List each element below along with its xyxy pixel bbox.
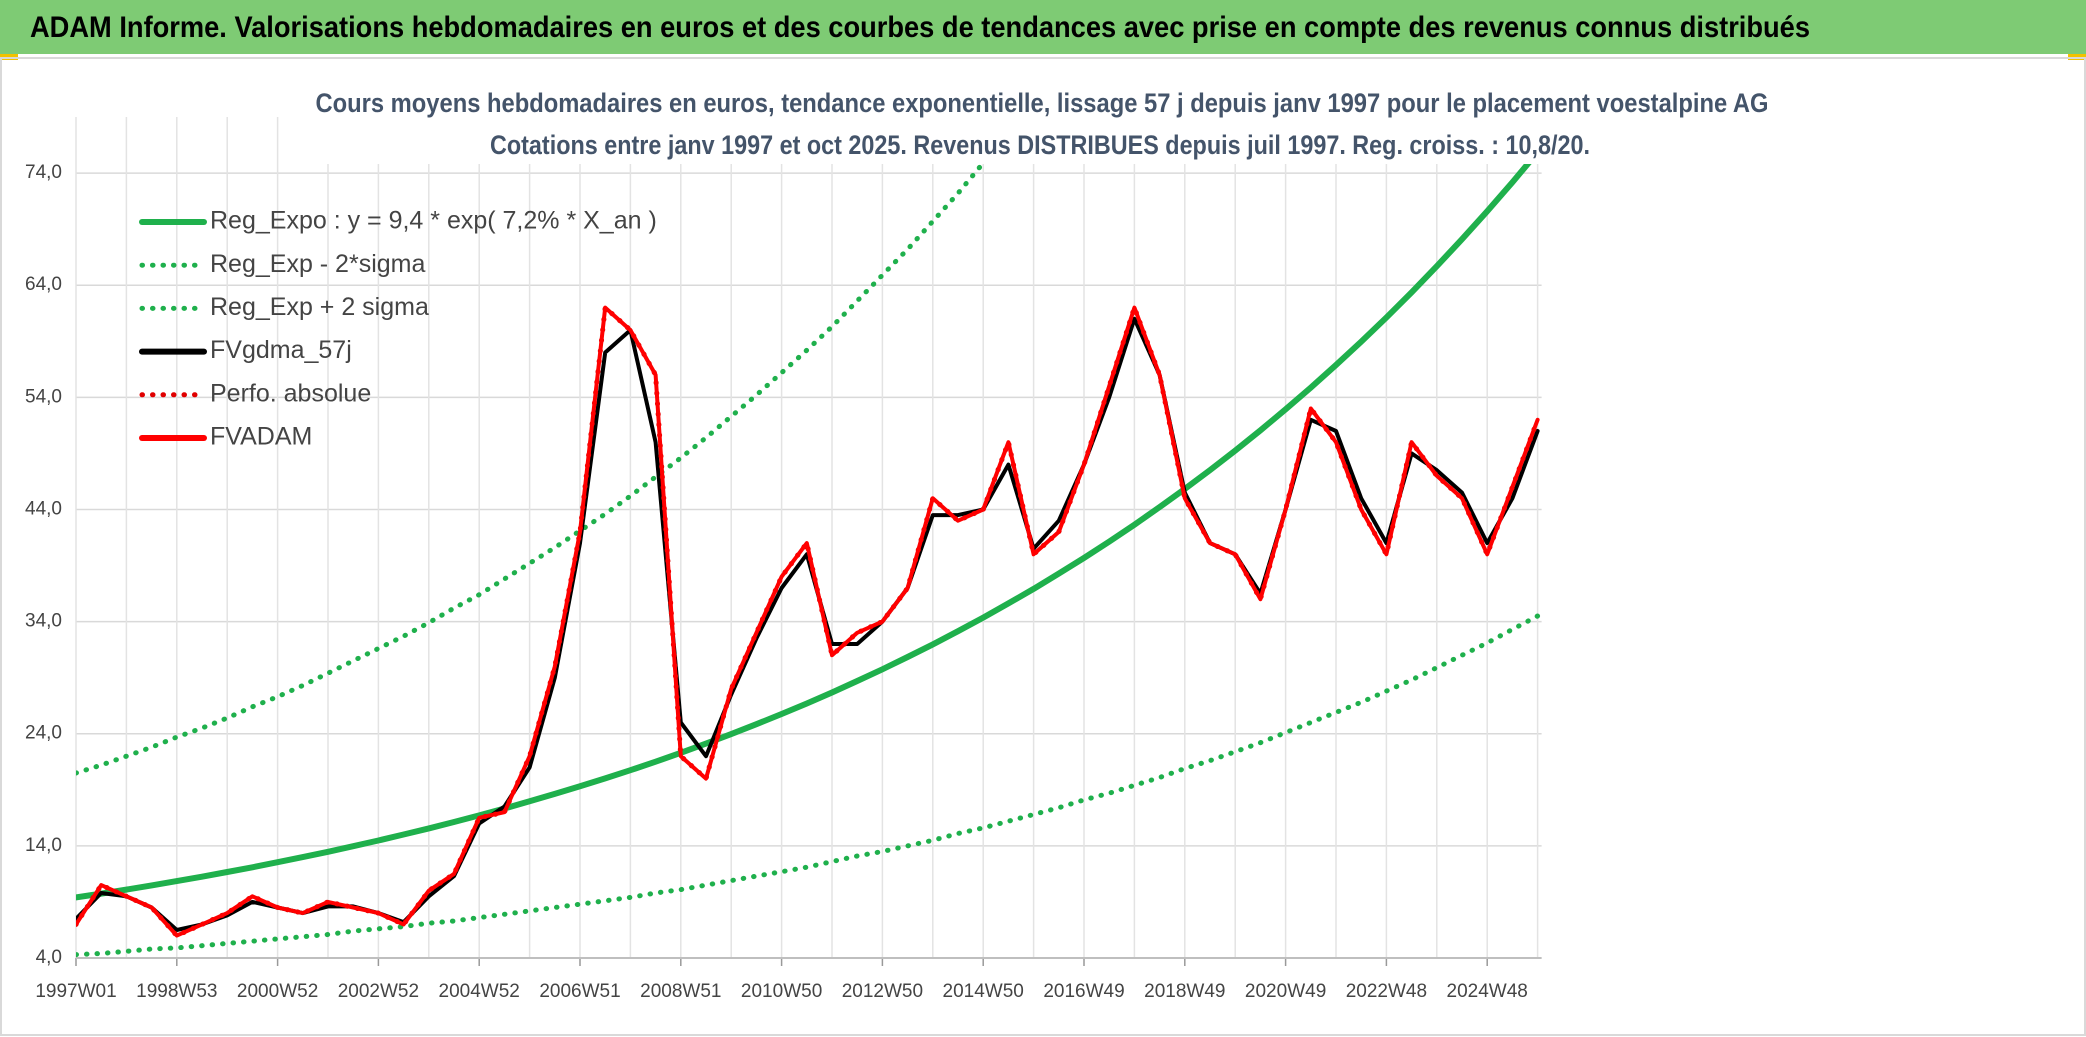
series-line (76, 149, 1541, 901)
x-tick-label: 2016W49 (1043, 981, 1124, 1002)
legend-label: Reg_Exp - 2*sigma (210, 250, 425, 278)
x-tick-label: 1998W53 (136, 981, 217, 1002)
x-tick-label: 2020W49 (1245, 981, 1326, 1002)
chart-subtitle: Cotations entre janv 1997 et oct 2025. R… (490, 130, 1590, 160)
legend-label: Reg_Expo : y = 9,4 * exp( 7,2% * X_an ) (210, 207, 657, 235)
x-tick-label: 2008W51 (640, 981, 721, 1002)
header-band (0, 0, 2086, 54)
y-tick-label: 54,0 (25, 386, 62, 407)
legend-label: FVgdma_57j (210, 336, 352, 364)
page-title: ADAM Informe. Valorisations hebdomadaire… (30, 11, 1810, 44)
y-tick-label: 4,0 (36, 947, 62, 968)
y-tick-label: 74,0 (25, 162, 62, 183)
chart-border (0, 57, 2086, 1036)
series-line (76, 305, 1540, 938)
legend-label: Perfo. absolue (210, 379, 371, 407)
y-tick-label: 24,0 (25, 723, 62, 744)
series-line (76, 117, 1024, 776)
x-tick-label: 2024W48 (1447, 981, 1528, 1002)
x-tick-label: 2006W51 (539, 981, 620, 1002)
x-tick-label: 2014W50 (943, 981, 1024, 1002)
legend-label: FVADAM (210, 423, 312, 451)
y-tick-label: 44,0 (25, 498, 62, 519)
title-background (310, 84, 1770, 164)
x-tick-label: 2010W50 (741, 981, 822, 1002)
x-tick-label: 1997W01 (35, 981, 116, 1002)
y-tick-label: 64,0 (25, 274, 62, 295)
x-tick-label: 2012W50 (842, 981, 923, 1002)
y-tick-label: 34,0 (25, 611, 62, 632)
legend-label: Reg_Exp + 2 sigma (210, 293, 429, 321)
y-tick-label: 14,0 (25, 835, 62, 856)
x-tick-label: 2004W52 (439, 981, 520, 1002)
chart-title: Cours moyens hebdomadaires en euros, ten… (316, 88, 1769, 118)
series-line (76, 613, 1541, 958)
x-tick-label: 2000W52 (237, 981, 318, 1002)
x-tick-label: 2022W48 (1346, 981, 1427, 1002)
x-tick-label: 2018W49 (1144, 981, 1225, 1002)
x-tick-label: 2002W52 (338, 981, 419, 1002)
